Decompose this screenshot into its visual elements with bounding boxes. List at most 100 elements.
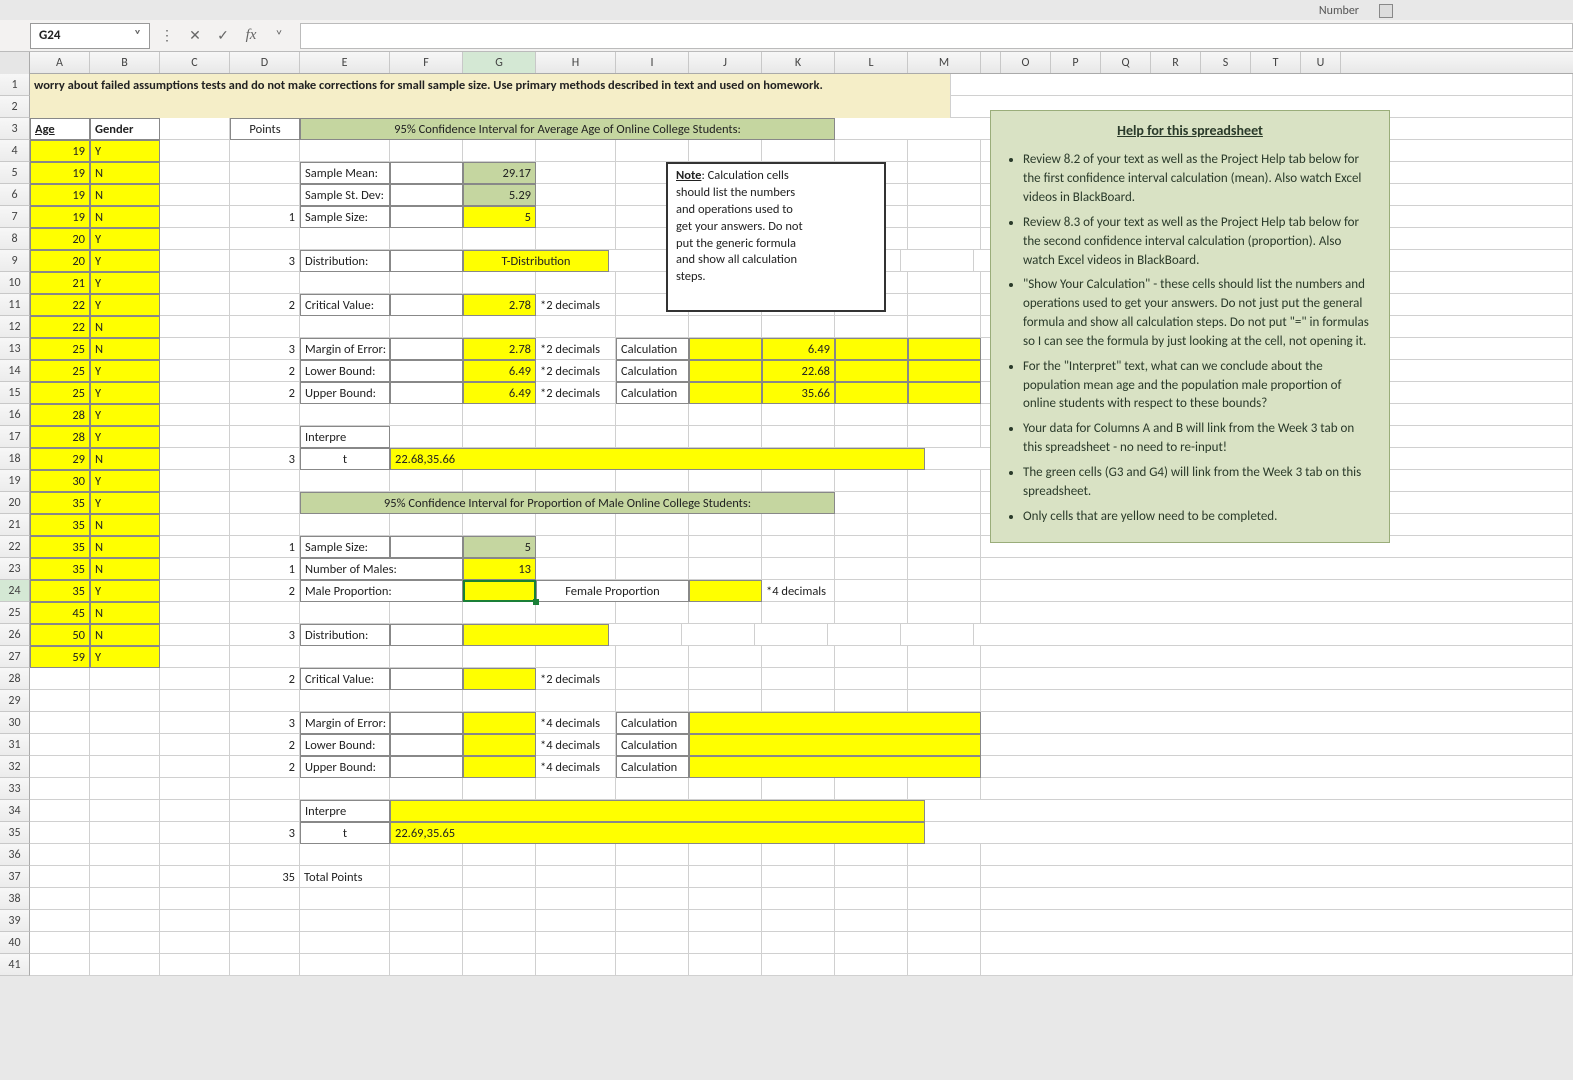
row-header[interactable]: 5	[0, 162, 30, 184]
row-header[interactable]: 32	[0, 756, 30, 778]
cell[interactable]	[160, 778, 230, 800]
age-cell[interactable]: 35	[30, 558, 90, 580]
age-cell[interactable]: 19	[30, 140, 90, 162]
cell[interactable]	[835, 844, 908, 866]
cell[interactable]	[463, 228, 536, 250]
gender-cell[interactable]: N	[90, 206, 160, 228]
content-cell[interactable]: 3	[230, 624, 300, 646]
age-cell[interactable]: 35	[30, 580, 90, 602]
cell[interactable]	[908, 162, 981, 184]
cell[interactable]	[908, 140, 981, 162]
cell[interactable]	[160, 184, 230, 206]
cell[interactable]	[230, 778, 300, 800]
row-header[interactable]: 14	[0, 360, 30, 382]
age-cell[interactable]: 30	[30, 470, 90, 492]
content-cell[interactable]	[390, 294, 463, 316]
content-cell[interactable]: 29.17	[463, 162, 536, 184]
content-cell[interactable]: 6.49	[463, 382, 536, 404]
content-cell[interactable]: *2 decimals	[536, 668, 616, 690]
cell[interactable]	[90, 866, 160, 888]
cell[interactable]	[463, 844, 536, 866]
points-header[interactable]: Points	[230, 118, 300, 140]
fx-icon[interactable]: fx	[240, 25, 262, 47]
gender-cell[interactable]: N	[90, 316, 160, 338]
content-cell[interactable]	[689, 338, 762, 360]
gender-cell[interactable]: Y	[90, 272, 160, 294]
gender-cell[interactable]: N	[90, 514, 160, 536]
cell[interactable]	[981, 734, 1573, 756]
cell[interactable]	[463, 778, 536, 800]
col-header[interactable]: P	[1051, 52, 1101, 73]
col-header[interactable]: O	[1001, 52, 1051, 73]
cell[interactable]	[160, 448, 230, 470]
cell[interactable]	[981, 756, 1573, 778]
cell[interactable]	[981, 668, 1573, 690]
content-cell[interactable]	[390, 338, 463, 360]
cell[interactable]	[90, 800, 160, 822]
cell[interactable]	[160, 954, 230, 976]
cell[interactable]	[230, 910, 300, 932]
col-header[interactable]: L	[835, 52, 908, 73]
cell[interactable]	[835, 690, 908, 712]
cell[interactable]	[908, 602, 981, 624]
cell[interactable]	[160, 426, 230, 448]
cell[interactable]	[689, 932, 762, 954]
cell[interactable]	[616, 316, 689, 338]
cell[interactable]	[300, 272, 390, 294]
cell[interactable]	[160, 580, 230, 602]
cell[interactable]	[390, 646, 463, 668]
cell[interactable]	[90, 954, 160, 976]
cell[interactable]	[835, 536, 908, 558]
content-cell[interactable]	[835, 360, 908, 382]
cell[interactable]	[390, 954, 463, 976]
cell[interactable]	[160, 624, 230, 646]
gender-cell[interactable]: Y	[90, 580, 160, 602]
row-header[interactable]: 20	[0, 492, 30, 514]
cell[interactable]	[925, 822, 1573, 844]
cell[interactable]	[908, 866, 981, 888]
content-cell[interactable]: 3	[230, 338, 300, 360]
row-header[interactable]: 33	[0, 778, 30, 800]
content-cell[interactable]: *2 decimals	[536, 338, 616, 360]
col-header[interactable]: Q	[1101, 52, 1151, 73]
content-cell[interactable]	[908, 426, 981, 448]
cell[interactable]	[536, 514, 616, 536]
cell[interactable]	[390, 888, 463, 910]
cell[interactable]	[616, 536, 689, 558]
gender-cell[interactable]: Y	[90, 360, 160, 382]
content-cell[interactable]: Calculation	[616, 756, 689, 778]
cell[interactable]	[536, 470, 616, 492]
cell[interactable]	[463, 646, 536, 668]
cell[interactable]	[90, 910, 160, 932]
content-cell[interactable]: Critical Value:	[300, 294, 390, 316]
name-box[interactable]: G24 ˅	[30, 23, 150, 49]
cell[interactable]	[90, 668, 160, 690]
cell[interactable]	[536, 206, 616, 228]
gender-cell[interactable]: Y	[90, 228, 160, 250]
cell[interactable]	[762, 602, 835, 624]
content-cell[interactable]	[390, 382, 463, 404]
row-header[interactable]: 22	[0, 536, 30, 558]
cell[interactable]	[908, 404, 981, 426]
cell[interactable]	[160, 536, 230, 558]
cell[interactable]	[463, 316, 536, 338]
col-header[interactable]: B	[90, 52, 160, 73]
cell[interactable]	[536, 162, 616, 184]
cell[interactable]	[90, 932, 160, 954]
age-cell[interactable]: 20	[30, 228, 90, 250]
cell[interactable]	[835, 404, 908, 426]
cell[interactable]	[160, 360, 230, 382]
content-cell[interactable]	[390, 184, 463, 206]
cell[interactable]	[908, 470, 981, 492]
cell[interactable]	[160, 602, 230, 624]
content-cell[interactable]: 22.68	[762, 360, 835, 382]
cell[interactable]	[30, 690, 90, 712]
cell[interactable]	[835, 514, 908, 536]
cell[interactable]	[908, 690, 981, 712]
cell[interactable]	[536, 646, 616, 668]
cell[interactable]	[230, 844, 300, 866]
cell[interactable]	[160, 844, 230, 866]
cell[interactable]	[762, 514, 835, 536]
content-cell[interactable]: 5	[463, 206, 536, 228]
row-header[interactable]: 12	[0, 316, 30, 338]
